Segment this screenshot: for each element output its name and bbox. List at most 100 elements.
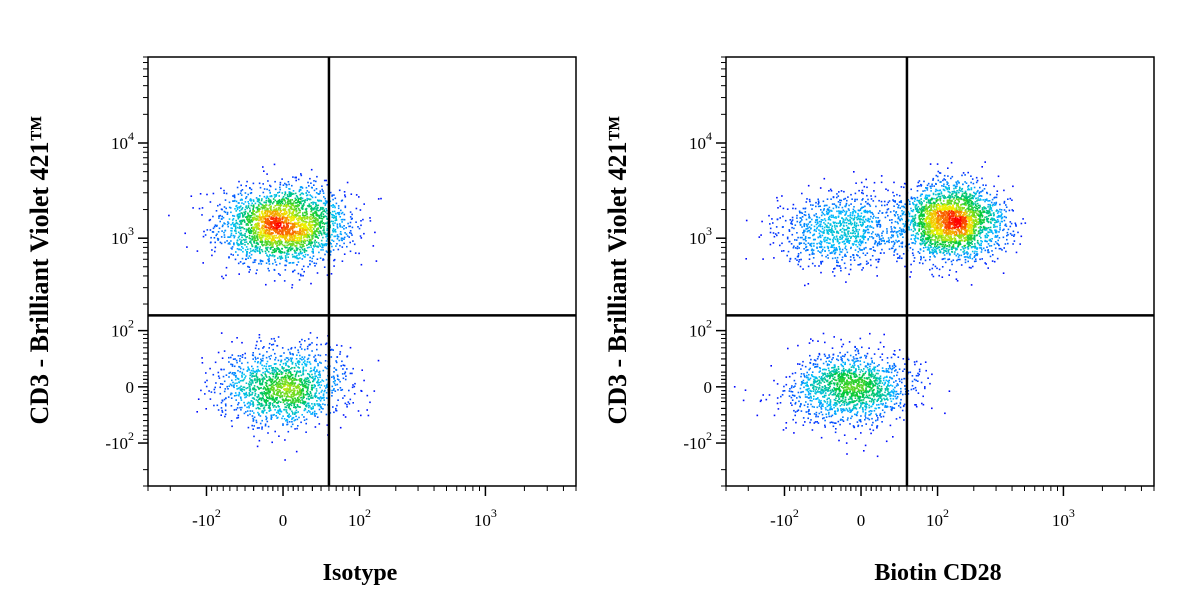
data-point — [296, 354, 298, 356]
data-point — [283, 409, 286, 411]
data-point — [962, 172, 965, 174]
data-point — [941, 258, 944, 261]
data-point — [287, 365, 289, 367]
data-point — [276, 229, 278, 231]
data-point — [242, 219, 244, 221]
data-point — [249, 379, 252, 381]
data-point — [278, 435, 280, 437]
data-point — [319, 192, 321, 194]
data-point — [241, 390, 243, 393]
data-point — [894, 200, 896, 202]
data-point — [878, 258, 881, 261]
data-point — [238, 248, 241, 251]
data-point — [862, 192, 864, 195]
data-point — [872, 249, 875, 252]
data-point — [351, 386, 354, 389]
data-point — [268, 397, 270, 399]
data-point — [308, 233, 310, 235]
data-point — [303, 226, 305, 229]
data-point — [335, 407, 337, 410]
data-point — [314, 404, 316, 407]
data-point — [341, 239, 343, 242]
data-point — [283, 209, 285, 212]
data-point — [308, 205, 310, 208]
data-point — [268, 410, 271, 412]
data-point — [266, 387, 269, 390]
data-point — [311, 196, 314, 199]
data-point — [795, 421, 797, 424]
data-point — [311, 260, 313, 263]
data-point — [318, 371, 320, 374]
data-point — [213, 225, 216, 228]
data-point — [263, 365, 266, 367]
data-point — [310, 413, 312, 415]
data-point — [288, 231, 290, 234]
data-point — [267, 258, 269, 261]
data-point — [295, 252, 297, 254]
data-point — [264, 250, 267, 253]
data-point — [250, 188, 253, 191]
data-point — [305, 422, 307, 425]
data-point — [346, 181, 349, 184]
data-point — [256, 379, 258, 382]
data-point — [303, 382, 306, 384]
data-point — [227, 225, 229, 228]
data-point — [329, 254, 332, 256]
data-point — [246, 406, 248, 409]
data-point — [275, 194, 277, 197]
data-point — [265, 209, 267, 211]
data-point — [258, 210, 261, 213]
data-point — [308, 395, 311, 397]
data-point — [313, 241, 316, 243]
data-point — [849, 259, 852, 261]
data-point — [273, 230, 276, 232]
data-point — [279, 229, 281, 231]
data-point — [291, 236, 293, 239]
data-point — [283, 393, 286, 395]
data-point — [269, 387, 272, 390]
data-point — [252, 230, 254, 232]
data-point — [305, 365, 308, 367]
data-point — [218, 215, 220, 218]
data-point — [262, 244, 264, 247]
data-point — [252, 232, 255, 234]
data-point — [892, 353, 895, 355]
data-point — [797, 253, 800, 255]
data-point — [300, 224, 303, 226]
data-point — [283, 383, 286, 385]
data-point — [833, 422, 836, 424]
data-point — [273, 210, 275, 213]
data-point — [246, 394, 248, 397]
data-point — [284, 439, 286, 441]
data-point — [347, 401, 350, 403]
data-point — [238, 391, 241, 394]
data-point — [290, 401, 292, 403]
data-point — [219, 386, 221, 389]
data-point — [298, 360, 301, 363]
data-point — [269, 358, 271, 360]
data-point — [318, 243, 321, 246]
data-point — [857, 425, 859, 428]
data-point — [262, 213, 264, 216]
data-point — [247, 227, 250, 230]
data-point — [287, 387, 289, 390]
data-point — [253, 235, 256, 237]
data-point — [283, 203, 286, 206]
data-point — [332, 204, 334, 206]
data-point — [929, 258, 931, 261]
data-point — [297, 230, 299, 233]
data-point — [284, 236, 286, 239]
data-point — [811, 262, 814, 265]
data-point — [261, 393, 264, 395]
data-point — [301, 399, 303, 401]
data-point — [262, 166, 264, 168]
data-point — [251, 380, 254, 382]
data-point — [209, 229, 212, 231]
data-point — [869, 428, 871, 431]
data-point — [300, 374, 303, 377]
data-point — [268, 342, 271, 345]
data-point — [1015, 251, 1018, 254]
data-point — [821, 260, 824, 263]
data-point — [275, 229, 277, 231]
data-point — [293, 215, 296, 218]
